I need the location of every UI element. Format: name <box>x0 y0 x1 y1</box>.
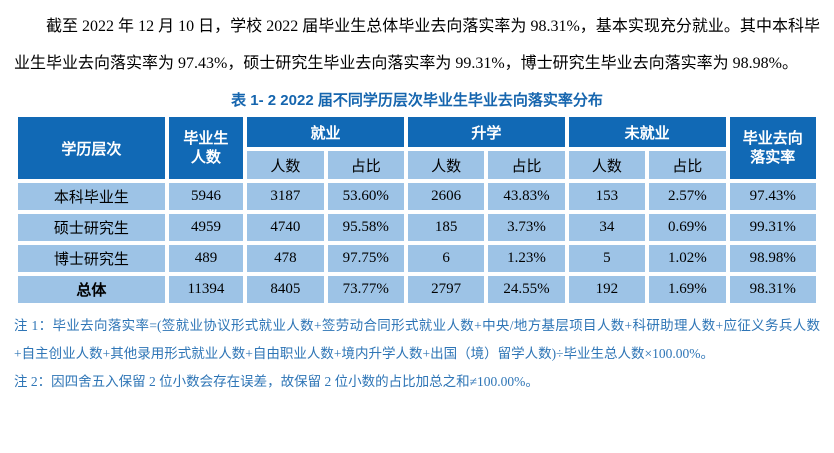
table-cell: 8405 <box>247 276 324 303</box>
subheader-unemployed-ratio: 占比 <box>649 151 726 179</box>
subheader-study-ratio: 占比 <box>488 151 565 179</box>
table-cell: 2.57% <box>649 183 726 210</box>
footnote-2: 注 2：因四舍五入保留 2 位小数会存在误差，故保留 2 位小数的占比加总之和≠… <box>14 374 539 389</box>
table-cell: 4959 <box>168 214 244 241</box>
footnotes: 注 1：毕业去向落实率=(签就业协议形式就业人数+签劳动合同形式就业人数+中央/… <box>14 312 820 396</box>
table-cell: 4740 <box>247 214 324 241</box>
table-cell: 2606 <box>407 183 485 210</box>
row-label: 博士研究生 <box>18 245 165 272</box>
table-cell: 185 <box>407 214 485 241</box>
table-cell: 95.58% <box>327 214 404 241</box>
table-cell: 478 <box>247 245 324 272</box>
table-cell: 6 <box>407 245 485 272</box>
table-cell: 53.60% <box>327 183 404 210</box>
subheader-unemployed-count: 人数 <box>568 151 646 179</box>
subheader-employment-count: 人数 <box>247 151 324 179</box>
table-cell: 192 <box>568 276 646 303</box>
employment-rate-table: 学历层次 毕业生 人数 就业 升学 未就业 毕业去向 落实率 人数 占比 人数 … <box>14 113 820 307</box>
table-row-undergraduate: 本科毕业生 5946 3187 53.60% 2606 43.83% 153 2… <box>18 183 816 210</box>
table-cell: 489 <box>168 245 244 272</box>
table-cell: 11394 <box>168 276 244 303</box>
table-cell: 99.31% <box>729 214 816 241</box>
subheader-study-count: 人数 <box>407 151 485 179</box>
header-row-groups: 学历层次 毕业生 人数 就业 升学 未就业 毕业去向 落实率 <box>18 117 816 179</box>
table-title: 表 1- 2 2022 届不同学历层次毕业生毕业去向落实率分布 <box>231 92 603 109</box>
table-cell: 3.73% <box>488 214 565 241</box>
row-label: 硕士研究生 <box>18 214 165 241</box>
intro-paragraph: 截至 2022 年 12 月 10 日，学校 2022 届毕业生总体毕业去向落实… <box>14 18 820 72</box>
row-label-total: 总体 <box>18 276 165 303</box>
table-row-doctoral: 博士研究生 489 478 97.75% 6 1.23% 5 1.02% 98.… <box>18 245 816 272</box>
table-cell: 5946 <box>168 183 244 210</box>
col-header-unemployed-group: 未就业 <box>568 117 726 147</box>
table-cell: 153 <box>568 183 646 210</box>
col-header-employment-group: 就业 <box>247 117 404 147</box>
footnote-1: 注 1：毕业去向落实率=(签就业协议形式就业人数+签劳动合同形式就业人数+中央/… <box>14 318 820 361</box>
table-row-total: 总体 11394 8405 73.77% 2797 24.55% 192 1.6… <box>18 276 816 303</box>
table-cell: 2797 <box>407 276 485 303</box>
table-cell: 1.69% <box>649 276 726 303</box>
col-header-graduate-count: 毕业生 人数 <box>168 117 244 179</box>
table-cell: 98.98% <box>729 245 816 272</box>
table-cell: 3187 <box>247 183 324 210</box>
table-cell: 1.02% <box>649 245 726 272</box>
table-cell: 0.69% <box>649 214 726 241</box>
subheader-employment-ratio: 占比 <box>327 151 404 179</box>
col-header-education-level: 学历层次 <box>18 117 165 179</box>
table-cell: 1.23% <box>488 245 565 272</box>
table-cell: 97.75% <box>327 245 404 272</box>
header-row-sub: 人数 占比 人数 占比 人数 占比 <box>18 151 816 179</box>
col-header-placement-rate: 毕业去向 落实率 <box>729 117 816 179</box>
table-row-master: 硕士研究生 4959 4740 95.58% 185 3.73% 34 0.69… <box>18 214 816 241</box>
table-cell: 73.77% <box>327 276 404 303</box>
col-header-further-study-group: 升学 <box>407 117 565 147</box>
row-label: 本科毕业生 <box>18 183 165 210</box>
table-cell: 24.55% <box>488 276 565 303</box>
table-cell: 43.83% <box>488 183 565 210</box>
table-cell: 5 <box>568 245 646 272</box>
table-cell: 98.31% <box>729 276 816 303</box>
table-cell: 97.43% <box>729 183 816 210</box>
table-cell: 34 <box>568 214 646 241</box>
